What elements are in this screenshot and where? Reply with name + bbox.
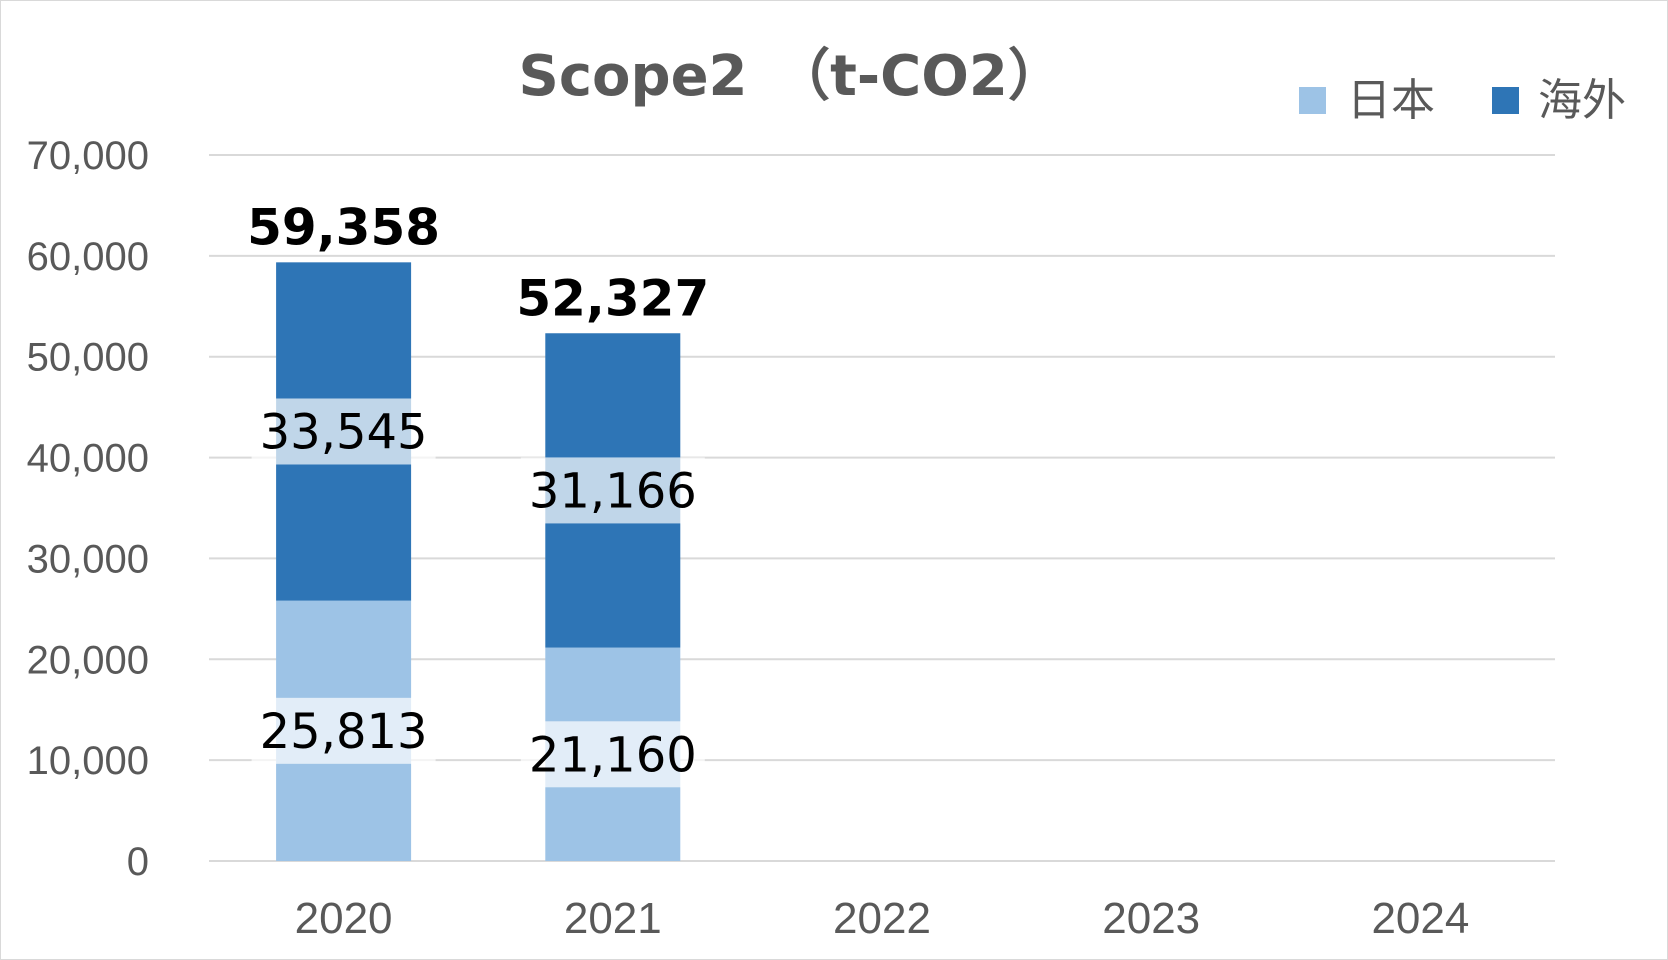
total-label: 59,358 bbox=[247, 198, 440, 256]
x-tick-label: 2022 bbox=[833, 894, 931, 943]
axis-layer: 0 10,000 20,000 30,000 40,000 50,000 60,000 70,… bbox=[27, 134, 1470, 943]
data-label-bg bbox=[520, 457, 705, 524]
label-layer: 25,813 33,545 59,358 21,160 31,166 52,327 bbox=[247, 198, 709, 788]
x-tick-label: 2020 bbox=[295, 894, 393, 943]
x-tick-label: 2023 bbox=[1102, 894, 1200, 943]
legend-label-overseas: 海外 bbox=[1538, 75, 1626, 126]
x-tick-label: 2024 bbox=[1371, 894, 1469, 943]
x-tick-label: 2021 bbox=[564, 894, 662, 943]
data-label: 25,813 bbox=[260, 704, 428, 760]
y-tick-label: 50,000 bbox=[27, 336, 149, 380]
legend-swatch-overseas bbox=[1492, 87, 1519, 114]
legend-swatch-japan bbox=[1299, 87, 1326, 114]
y-tick-label: 70,000 bbox=[27, 134, 149, 178]
total-label: 52,327 bbox=[516, 269, 709, 327]
data-label: 33,545 bbox=[260, 404, 428, 460]
y-tick-label: 30,000 bbox=[27, 537, 149, 581]
legend: 日本 海外 bbox=[1299, 75, 1626, 126]
data-label-bg bbox=[251, 697, 436, 764]
y-tick-label: 60,000 bbox=[27, 235, 149, 279]
y-tick-label: 0 bbox=[127, 840, 149, 884]
y-tick-label: 40,000 bbox=[27, 437, 149, 481]
y-tick-label: 20,000 bbox=[27, 638, 149, 682]
y-tick-label: 10,000 bbox=[27, 739, 149, 783]
data-label: 21,160 bbox=[529, 727, 697, 783]
data-label: 31,166 bbox=[529, 463, 697, 519]
legend-label-japan: 日本 bbox=[1347, 75, 1435, 126]
data-label-bg bbox=[251, 398, 436, 465]
chart-title: Scope2 bbox=[518, 44, 747, 109]
data-label-bg bbox=[520, 721, 705, 788]
chart-unit: （t-CO2） bbox=[774, 44, 1064, 109]
